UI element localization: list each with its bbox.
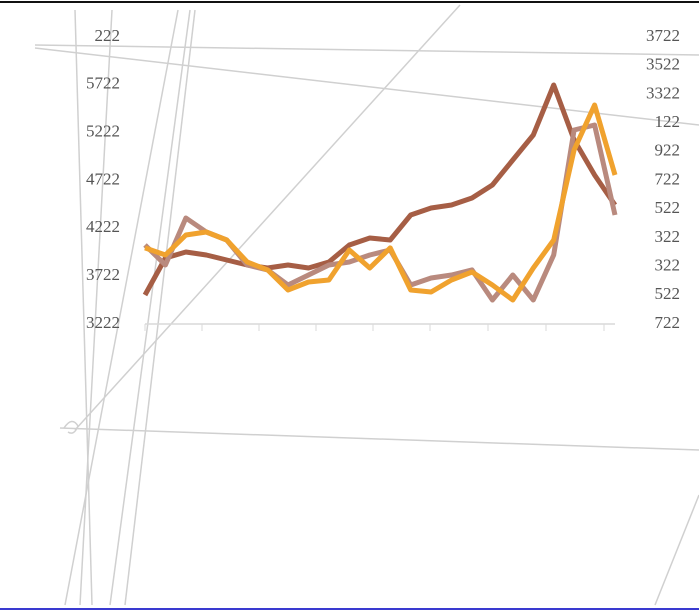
y-tick-label: 3722 [86,265,120,284]
y-tick-label: 222 [95,26,121,45]
series-line [144,102,618,303]
y2-tick-label: 122 [655,112,681,131]
series-line [142,82,618,297]
y2-tick-label: 522 [655,198,681,217]
y-tick-label: 5222 [86,122,120,141]
x-axis [144,323,615,331]
y-tick-label: 3222 [86,313,120,332]
y2-tick-label: 722 [655,169,681,188]
y2-tick-label: 3522 [646,55,680,74]
y2-tick-label: 922 [655,141,681,160]
series-line [143,122,618,303]
y2-tick-label: 722 [655,313,681,332]
y2-tick-label: 322 [655,256,681,275]
y-tick-label: 4722 [86,169,120,188]
y-tick-label: 5722 [86,74,120,93]
y2-tick-label: 3722 [646,26,680,45]
decor [34,4,699,606]
y-tick-label: 4222 [86,217,120,236]
y2-tick-label: 3322 [646,83,680,102]
y2-tick-label: 522 [655,284,681,303]
y2-tick-label: 322 [655,227,681,246]
